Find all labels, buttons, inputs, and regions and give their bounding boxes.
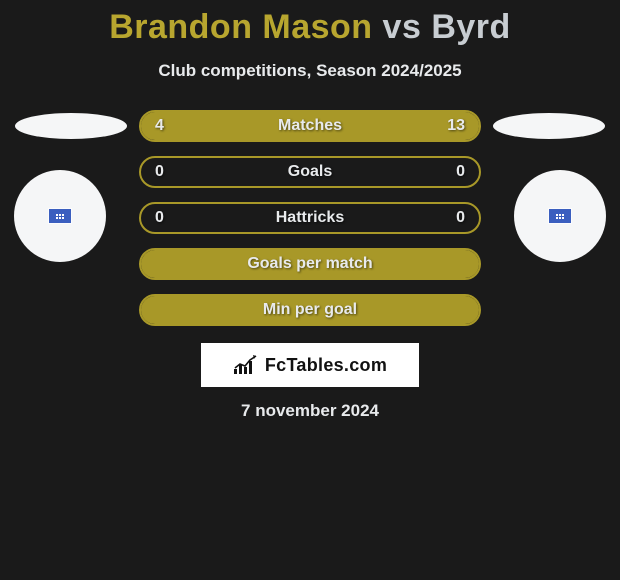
player1-ellipse-slot xyxy=(11,113,131,139)
player2-name: Byrd xyxy=(431,8,510,46)
subtitle: Club competitions, Season 2024/2025 xyxy=(0,61,620,81)
stats-rows: 4 Matches 13 0 Goals 0 xyxy=(0,109,620,327)
stat-value-right: 0 xyxy=(456,209,465,227)
stat-row: 0 Hattricks 0 xyxy=(0,201,620,235)
comparison-card: Brandon Mason vs Byrd Club competitions,… xyxy=(0,0,620,421)
chart-icon xyxy=(233,355,259,375)
stat-bar-hattricks: 0 Hattricks 0 xyxy=(139,202,481,234)
page-title: Brandon Mason vs Byrd xyxy=(0,8,620,47)
stat-row: Min per goal xyxy=(0,293,620,327)
branding-box: FcTables.com xyxy=(201,343,419,387)
stat-bar-gpm: Goals per match xyxy=(139,248,481,280)
stat-row: 0 Goals 0 xyxy=(0,155,620,189)
stat-row: Goals per match xyxy=(0,247,620,281)
stat-label: Hattricks xyxy=(141,209,479,227)
title-vs: vs xyxy=(383,8,422,46)
player2-ellipse-slot xyxy=(489,113,609,139)
stat-value-right: 13 xyxy=(447,117,465,135)
player2-ellipse xyxy=(493,113,605,139)
player1-name: Brandon Mason xyxy=(109,8,372,46)
stat-bar-mpg: Min per goal xyxy=(139,294,481,326)
stat-label: Goals xyxy=(141,163,479,181)
stat-label: Min per goal xyxy=(141,301,479,319)
stat-label: Goals per match xyxy=(141,255,479,273)
stat-bar-goals: 0 Goals 0 xyxy=(139,156,481,188)
player1-ellipse xyxy=(15,113,127,139)
stat-row: 4 Matches 13 xyxy=(0,109,620,143)
stat-bar-matches: 4 Matches 13 xyxy=(139,110,481,142)
stat-value-right: 0 xyxy=(456,163,465,181)
stat-label: Matches xyxy=(141,117,479,135)
branding-text: FcTables.com xyxy=(265,355,387,376)
date-text: 7 november 2024 xyxy=(0,401,620,421)
